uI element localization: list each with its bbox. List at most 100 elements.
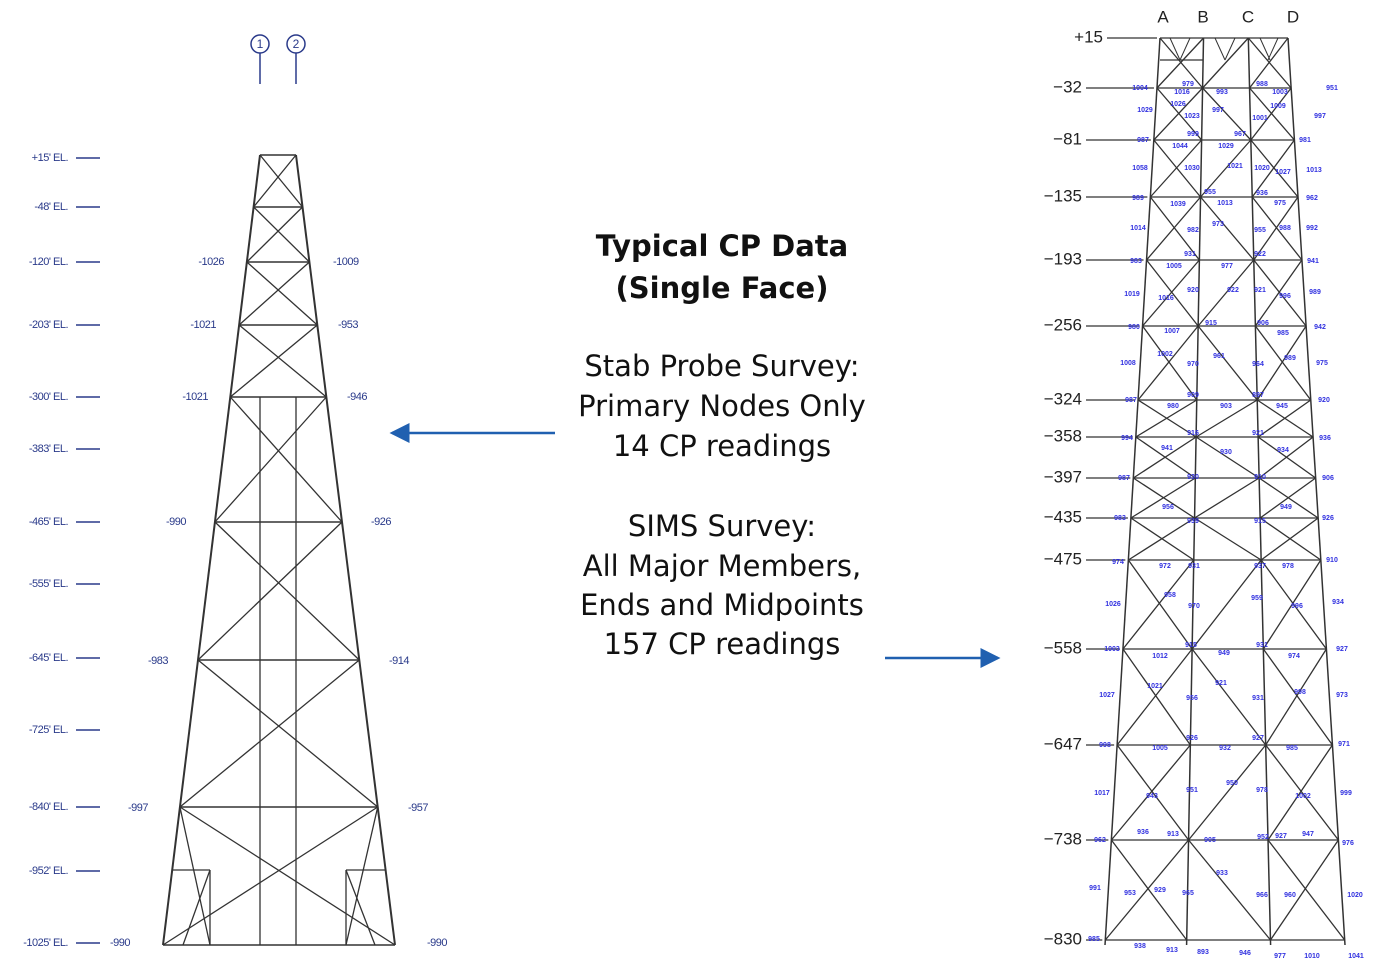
elevation-label: -645' EL. xyxy=(29,652,69,664)
cp-reading: 1027 xyxy=(1099,692,1115,699)
structure-line xyxy=(214,396,327,523)
structure-line xyxy=(1135,399,1198,438)
structure-line xyxy=(1110,744,1191,841)
structure-line xyxy=(1104,37,1161,946)
cp-reading: 1023 xyxy=(1184,113,1200,120)
structure-line xyxy=(1202,87,1252,141)
cp-reading: 1010 xyxy=(1304,953,1320,960)
elevation-label: +15 xyxy=(1074,27,1103,46)
cp-reading: 941 xyxy=(1307,258,1319,265)
structure-line xyxy=(1185,37,1205,946)
cp-reading: 943 xyxy=(1146,793,1158,800)
cp-reading: 934 xyxy=(1332,599,1344,606)
cp-reading: -1026 xyxy=(198,256,224,268)
cp-reading: 978 xyxy=(1256,787,1268,794)
cp-reading: 1021 xyxy=(1147,683,1163,690)
cp-reading: 933 xyxy=(1216,870,1228,877)
structure-line xyxy=(1249,87,1295,141)
structure-line xyxy=(229,324,318,398)
cp-reading: 1039 xyxy=(1170,201,1186,208)
structure-line xyxy=(179,659,360,808)
elevation-label: −324 xyxy=(1044,389,1082,408)
cp-reading: 939 xyxy=(1187,518,1199,525)
column-label: B xyxy=(1197,7,1208,26)
cp-reading: 985 xyxy=(1277,330,1289,337)
cp-reading: 1013 xyxy=(1306,167,1322,174)
cp-reading: 965 xyxy=(1182,890,1194,897)
cp-reading: 974 xyxy=(1288,653,1300,660)
cp-reading: 981 xyxy=(1299,137,1311,144)
structure-line xyxy=(1159,37,1204,89)
cp-reading: 961 xyxy=(1213,353,1225,360)
structure-line xyxy=(345,869,376,946)
cp-reading: 934 xyxy=(1277,447,1289,454)
cp-reading: 999 xyxy=(1187,131,1199,138)
cp-reading: 915 xyxy=(1185,642,1197,649)
elevation-label: -48' EL. xyxy=(34,201,68,213)
structure-line xyxy=(182,869,211,946)
cp-reading: 976 xyxy=(1342,840,1354,847)
cp-reading: 921 xyxy=(1254,287,1266,294)
structure-line xyxy=(1149,139,1203,198)
structure-line xyxy=(1191,559,1262,650)
structure-line xyxy=(162,806,379,946)
cp-reading: 1013 xyxy=(1217,200,1233,207)
cp-reading: -1009 xyxy=(333,256,359,268)
cp-reading: 983 xyxy=(1130,258,1142,265)
cp-reading: 983 xyxy=(1114,515,1126,522)
structure-line xyxy=(1191,648,1267,746)
cp-reading: 910 xyxy=(1254,474,1266,481)
cp-reading: 977 xyxy=(1221,263,1233,270)
structure-line xyxy=(1197,325,1258,401)
structure-line xyxy=(238,261,310,326)
structure-line xyxy=(1260,559,1327,650)
cp-reading: 998 xyxy=(1294,689,1306,696)
structure-line xyxy=(1214,37,1226,61)
cp-reading: 1005 xyxy=(1166,263,1182,270)
structure-line xyxy=(1149,196,1200,261)
structure-line xyxy=(1262,559,1322,650)
structure-line xyxy=(1127,517,1195,561)
cp-reading: -983 xyxy=(148,655,168,667)
cp-reading: 987 xyxy=(1118,475,1130,482)
cp-reading: 930 xyxy=(1220,449,1232,456)
cp-reading: 921 xyxy=(1215,680,1227,687)
cp-reading: 970 xyxy=(1187,361,1199,368)
elevation-label: -555' EL. xyxy=(29,578,69,590)
cp-reading: 1005 xyxy=(1152,745,1168,752)
cp-reading: 913 xyxy=(1166,947,1178,954)
elevation-label: -465' EL. xyxy=(29,516,69,528)
center-text: Ends and Midpoints xyxy=(580,588,864,622)
structure-line xyxy=(1265,648,1327,746)
elevation-label: -840' EL. xyxy=(29,801,69,813)
cp-reading: 1026 xyxy=(1170,101,1186,108)
structure-line xyxy=(1267,839,1346,941)
cp-reading: 915 xyxy=(1254,518,1266,525)
cp-reading: 972 xyxy=(1159,563,1171,570)
cp-reading: 1020 xyxy=(1254,165,1270,172)
structure-line xyxy=(1195,399,1258,438)
center-text: SIMS Survey: xyxy=(628,509,816,543)
cp-reading: 920 xyxy=(1187,287,1199,294)
cp-reading: 893 xyxy=(1197,949,1209,956)
structure-line xyxy=(1260,517,1319,561)
cp-reading: 897 xyxy=(1252,392,1264,399)
cp-reading: 921 xyxy=(1252,430,1264,437)
cp-reading: 1007 xyxy=(1164,328,1180,335)
cp-reading: 998 xyxy=(1099,742,1111,749)
cp-reading: 1009 xyxy=(1270,103,1286,110)
structure-line xyxy=(1156,37,1204,89)
structure-line xyxy=(246,261,318,326)
elevation-label: −193 xyxy=(1044,249,1082,268)
cp-reading: 966 xyxy=(1256,892,1268,899)
structure-line xyxy=(1122,648,1191,746)
cp-reading: 978 xyxy=(1282,563,1294,570)
structure-line xyxy=(179,806,396,946)
cp-reading: 955 xyxy=(1254,227,1266,234)
cp-reading: 959 xyxy=(1251,595,1263,602)
elevation-label: −256 xyxy=(1044,315,1082,334)
cp-reading: 1003 xyxy=(1272,89,1288,96)
structure-line xyxy=(1247,37,1292,89)
cp-reading: 945 xyxy=(1276,403,1288,410)
